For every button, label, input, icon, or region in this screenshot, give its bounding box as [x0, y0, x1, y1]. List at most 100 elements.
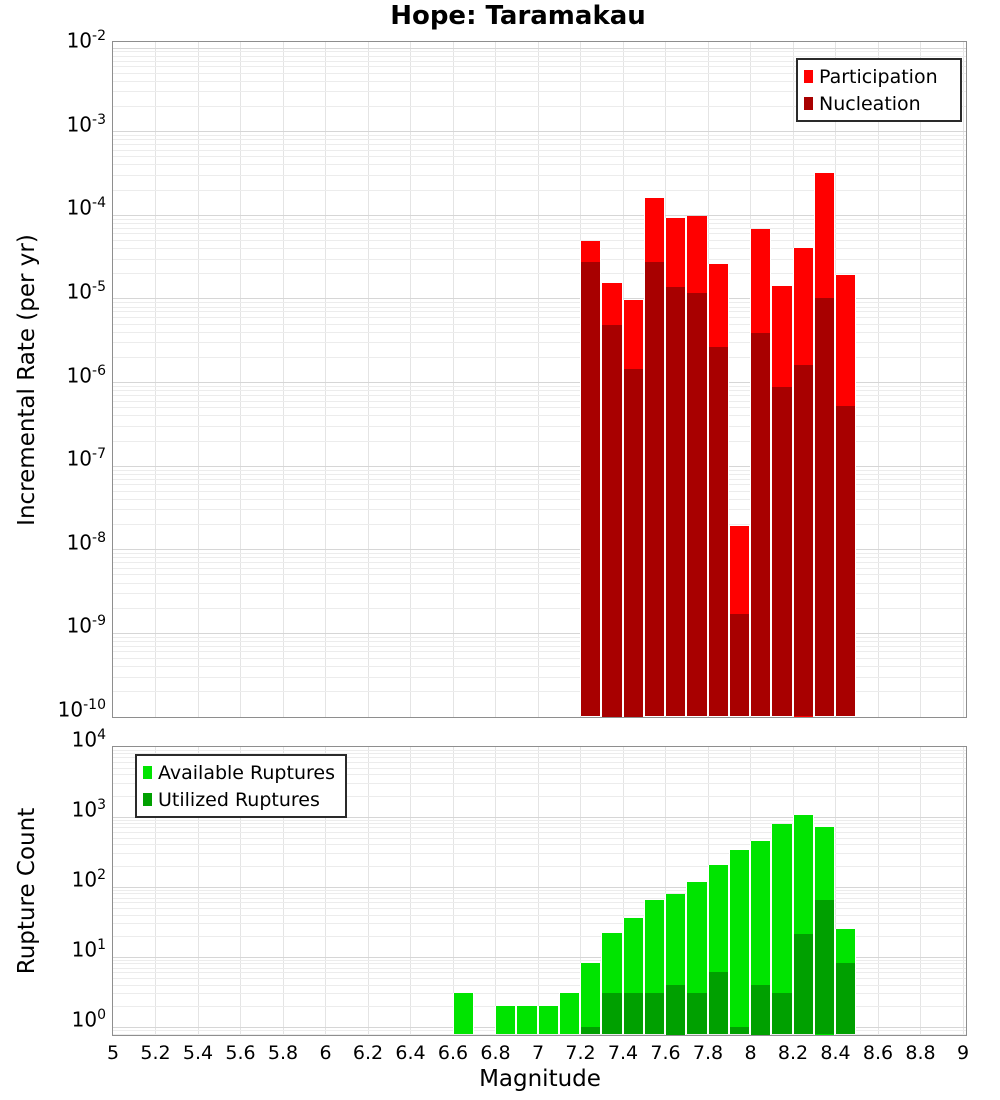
y-tick-label: 103	[71, 797, 106, 822]
x-tick-label: 5.6	[225, 1042, 256, 1064]
rates-plot-area	[111, 40, 967, 718]
x-tick-label: 6.8	[480, 1042, 511, 1064]
bar-available-ruptures	[537, 1005, 559, 1035]
h-gridline-minor	[112, 749, 966, 751]
bar-utilized-ruptures	[707, 972, 729, 1035]
h-gridline-minor	[112, 400, 966, 402]
h-gridline-minor	[112, 469, 966, 471]
x-tick-label: 5.4	[182, 1042, 214, 1064]
x-tick-label: 8.4	[820, 1042, 851, 1064]
v-gridline	[155, 41, 156, 717]
h-gridline-minor	[112, 66, 966, 68]
h-gridline-minor	[112, 827, 966, 829]
h-gridline-minor	[112, 509, 966, 511]
bar-nucleation	[707, 347, 729, 717]
bar-nucleation	[813, 298, 836, 717]
h-gridline-minor	[112, 164, 966, 166]
bar-utilized-ruptures	[728, 1026, 751, 1035]
bar-utilized-ruptures	[792, 934, 814, 1035]
h-gridline-minor	[112, 923, 966, 925]
h-gridline-minor	[112, 795, 966, 797]
h-gridline-minor	[112, 189, 966, 191]
bar-utilized-ruptures	[835, 963, 857, 1035]
x-tick-label: 8	[744, 1042, 757, 1064]
bar-utilized-ruptures	[580, 1026, 602, 1035]
x-tick-label: 7.4	[607, 1042, 639, 1064]
y-tick-label: 10-7	[66, 446, 106, 471]
v-gridline	[325, 41, 326, 717]
v-gridline	[410, 41, 411, 717]
h-gridline-minor	[112, 774, 966, 776]
h-gridline-minor	[112, 844, 966, 846]
h-gridline-minor	[112, 80, 966, 82]
v-gridline	[495, 41, 496, 717]
h-gridline-major	[112, 214, 966, 216]
h-gridline-minor	[112, 227, 966, 229]
v-gridline	[282, 41, 284, 717]
bar-available-ruptures	[728, 849, 751, 1035]
h-gridline-minor	[112, 935, 966, 937]
h-gridline-minor	[112, 331, 966, 333]
h-gridline-minor	[112, 819, 966, 821]
legend-label: Available Ruptures	[158, 761, 335, 784]
y-tick-label: 10-2	[66, 28, 106, 53]
h-gridline-minor	[112, 306, 966, 308]
bar-available-ruptures	[516, 1005, 538, 1035]
bar-nucleation	[643, 261, 666, 717]
x-tick-label: 8.2	[777, 1042, 809, 1064]
h-gridline-minor	[112, 72, 966, 74]
h-gridline-minor	[112, 91, 966, 93]
bar-available-ruptures	[495, 1005, 517, 1035]
bar-available-ruptures	[771, 824, 793, 1035]
x-tick-label: 7.8	[692, 1042, 724, 1064]
h-gridline-major	[112, 956, 966, 958]
legend-item-nucleation: Nucleation	[804, 90, 954, 117]
y-tick-label: 102	[71, 867, 106, 892]
h-gridline-minor	[112, 218, 966, 220]
h-gridline-minor	[112, 490, 966, 492]
bar-nucleation	[622, 368, 644, 717]
bar-available-ruptures	[452, 993, 474, 1035]
h-gridline-minor	[112, 562, 966, 564]
h-gridline-minor	[112, 407, 966, 409]
h-gridline-major	[112, 382, 966, 383]
h-gridline-minor	[112, 323, 966, 325]
x-tick-label: 5.2	[140, 1042, 171, 1064]
h-gridline-minor	[112, 666, 966, 668]
bar-nucleation	[601, 325, 623, 717]
counts-plot-area	[111, 745, 967, 1036]
x-tick-label: 6	[319, 1042, 332, 1064]
y-tick-label: 10-5	[66, 278, 106, 304]
h-gridline-minor	[112, 135, 966, 136]
h-gridline-minor	[112, 889, 966, 891]
y-tick-label: 10-4	[66, 195, 106, 220]
bar-nucleation	[835, 405, 857, 717]
bar-available-ruptures	[580, 963, 602, 1035]
h-gridline-minor	[112, 902, 966, 904]
h-gridline-minor	[112, 524, 966, 526]
bar-nucleation	[792, 364, 814, 717]
h-gridline-minor	[112, 473, 966, 475]
h-gridline-minor	[112, 498, 966, 500]
h-gridline-minor	[112, 390, 966, 392]
y-tick-label: 101	[71, 937, 106, 962]
bar-utilized-ruptures	[771, 993, 793, 1035]
h-gridline-major	[112, 886, 966, 888]
bar-nucleation	[686, 292, 708, 717]
h-gridline-minor	[112, 658, 966, 659]
h-gridline-minor	[112, 60, 966, 62]
h-gridline-minor	[112, 837, 966, 839]
x-axis-label: Magnitude	[479, 1066, 601, 1092]
h-gridline-minor	[112, 977, 966, 979]
h-gridline-minor	[112, 832, 966, 834]
v-gridline	[962, 41, 964, 717]
h-gridline-minor	[112, 174, 966, 176]
x-tick-label: 7	[531, 1042, 545, 1064]
h-gridline-major	[112, 632, 966, 634]
chart-title: Hope: Taramakau	[390, 1, 646, 31]
h-gridline-minor	[112, 106, 966, 107]
h-gridline-minor	[112, 651, 966, 653]
v-gridline	[537, 41, 539, 717]
legend-label: Nucleation	[819, 92, 921, 115]
h-gridline-minor	[112, 425, 966, 427]
